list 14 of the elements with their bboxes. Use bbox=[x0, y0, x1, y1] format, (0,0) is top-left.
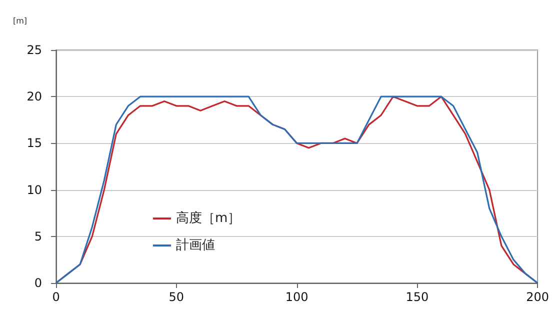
y-tick-label: 5 bbox=[34, 229, 42, 244]
y-tick-label: 10 bbox=[26, 182, 42, 197]
y-tick-label: 20 bbox=[26, 90, 42, 104]
legend-label: 計画値 bbox=[176, 238, 215, 253]
y-tick-label: 15 bbox=[26, 136, 42, 150]
legend-label: 高度［m］ bbox=[176, 210, 241, 226]
x-tick-label: 150 bbox=[406, 290, 429, 304]
x-tick-label: 200 bbox=[526, 290, 549, 304]
y-tick-label: 0 bbox=[34, 276, 42, 290]
x-tick-label: 100 bbox=[285, 290, 308, 304]
y-axis-title: [m] bbox=[13, 16, 28, 26]
y-tick-label: 25 bbox=[26, 43, 42, 57]
x-tick-label: 50 bbox=[168, 290, 184, 304]
x-tick-label: 0 bbox=[52, 290, 60, 304]
